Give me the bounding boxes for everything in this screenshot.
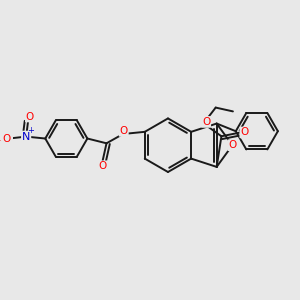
Text: O: O [120,126,128,136]
Text: O: O [240,128,248,137]
Text: O: O [228,140,236,150]
Text: O: O [202,117,210,127]
Text: N: N [22,132,30,142]
Text: +: + [28,126,34,135]
Text: O: O [99,161,107,171]
Text: O: O [2,134,10,143]
Text: O: O [26,112,34,122]
